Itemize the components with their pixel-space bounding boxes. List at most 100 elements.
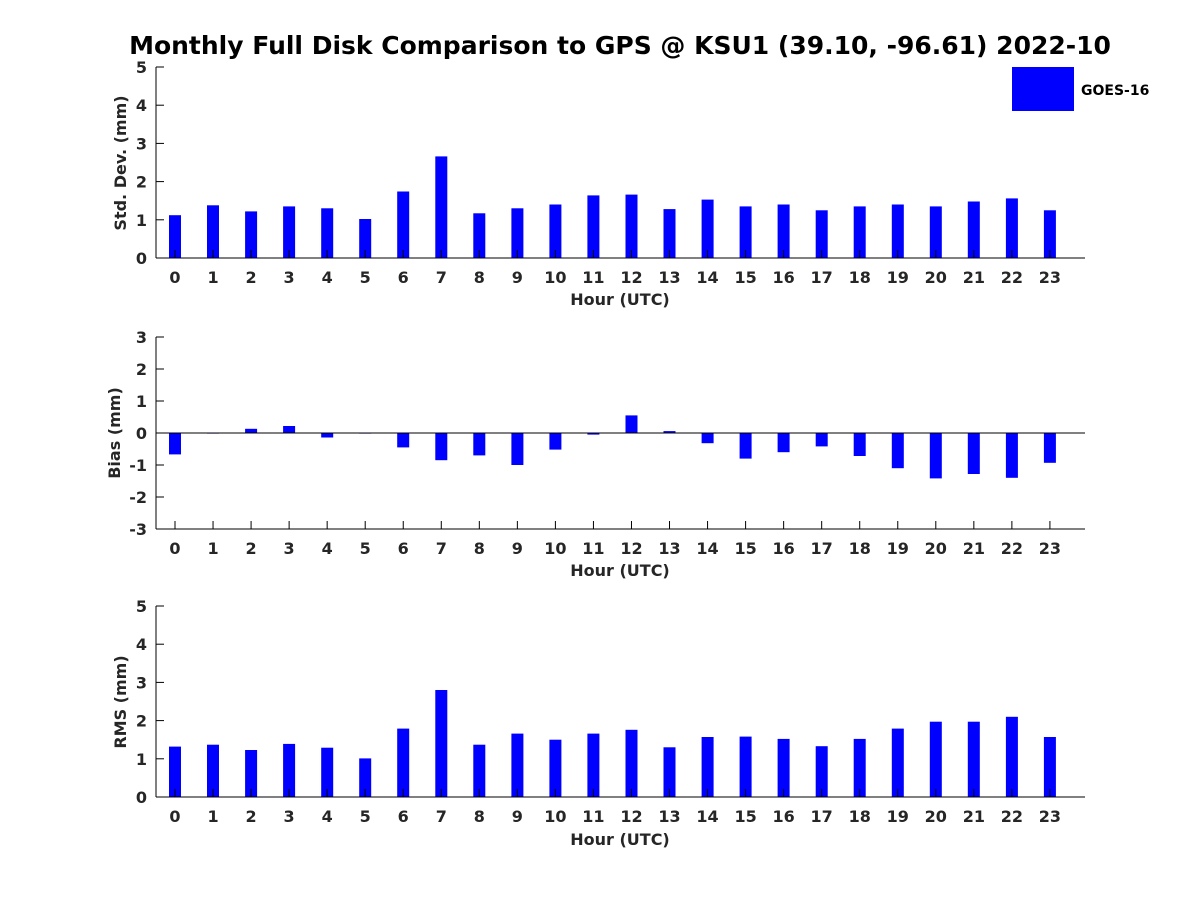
rms-ytick-0: 0 bbox=[136, 788, 147, 807]
bias-xtick-5: 5 bbox=[360, 539, 371, 558]
bias-bar-22 bbox=[1005, 433, 1018, 478]
rms-xtick-5: 5 bbox=[360, 807, 371, 826]
legend-label: GOES-16 bbox=[1081, 83, 1149, 99]
rms-xtick-9: 9 bbox=[512, 807, 523, 826]
rms-xlabel: Hour (UTC) bbox=[570, 830, 670, 849]
rms-bar-13 bbox=[663, 747, 676, 797]
std-dev-bar-4 bbox=[321, 208, 334, 258]
std-dev-ylabel: Std. Dev. (mm) bbox=[111, 95, 130, 230]
rms-ytick-3: 3 bbox=[136, 673, 147, 692]
rms-ytick-4: 4 bbox=[136, 635, 147, 654]
bias-xtick-4: 4 bbox=[322, 539, 333, 558]
rms-bar-16 bbox=[777, 738, 790, 797]
std-dev-xticks: 0 1 2 3 4 5 6 7 8 9 10 11 12 13 14 15 16 17 18 19 20 21 22 23 bbox=[169, 250, 1061, 287]
rms-ytick-5: 5 bbox=[136, 597, 147, 616]
std-dev-xtick-21: 21 bbox=[963, 268, 985, 287]
std-dev-ytick-2: 2 bbox=[136, 173, 147, 192]
bias-xtick-16: 16 bbox=[773, 539, 795, 558]
std-dev-bar-13 bbox=[663, 209, 676, 258]
std-dev-xtick-3: 3 bbox=[284, 268, 295, 287]
std-dev-bars bbox=[169, 156, 1056, 259]
std-dev-xlabel: Hour (UTC) bbox=[570, 290, 670, 309]
rms-xtick-10: 10 bbox=[544, 807, 566, 826]
rms-bar-20 bbox=[929, 721, 942, 797]
bias-ytick-3: 3 bbox=[136, 328, 147, 347]
std-dev-xtick-0: 0 bbox=[169, 268, 180, 287]
rms-xtick-15: 15 bbox=[734, 807, 756, 826]
bias-bar-21 bbox=[967, 433, 980, 474]
bias-bar-3 bbox=[283, 426, 296, 433]
bias-bar-19 bbox=[891, 433, 904, 469]
std-dev-bar-2 bbox=[245, 211, 258, 258]
rms-bar-14 bbox=[701, 737, 714, 797]
bias-ylabel: Bias (mm) bbox=[105, 387, 124, 479]
bias-xtick-6: 6 bbox=[398, 539, 409, 558]
std-dev-ytick-4: 4 bbox=[136, 96, 147, 115]
rms-yticks: 0 1 2 3 4 5 bbox=[136, 597, 164, 807]
std-dev-xtick-6: 6 bbox=[398, 268, 409, 287]
bias-bar-10 bbox=[549, 433, 562, 450]
std-dev-xtick-15: 15 bbox=[734, 268, 756, 287]
std-dev-bar-23 bbox=[1043, 210, 1056, 259]
rms-xtick-12: 12 bbox=[620, 807, 642, 826]
std-dev-xtick-18: 18 bbox=[849, 268, 871, 287]
std-dev-bar-9 bbox=[511, 208, 524, 258]
bias-ytick-1: 1 bbox=[136, 392, 147, 411]
rms-ylabel: RMS (mm) bbox=[111, 655, 130, 748]
std-dev-xtick-23: 23 bbox=[1039, 268, 1061, 287]
std-dev-bar-22 bbox=[1005, 198, 1018, 258]
rms-panel: RMS (mm) Hour (UTC) 0 1 2 3 4 5 6 7 8 9 10 11 12 13 14… bbox=[111, 597, 1085, 849]
bias-ytick--3: -3 bbox=[129, 520, 147, 539]
rms-bar-8 bbox=[473, 744, 486, 797]
bias-xtick-21: 21 bbox=[963, 539, 985, 558]
std-dev-xtick-7: 7 bbox=[436, 268, 447, 287]
std-dev-bar-12 bbox=[625, 194, 638, 258]
std-dev-ytick-5: 5 bbox=[136, 58, 147, 77]
bias-xtick-23: 23 bbox=[1039, 539, 1061, 558]
bias-bar-18 bbox=[853, 433, 866, 456]
bias-bar-20 bbox=[929, 433, 942, 479]
rms-bar-0 bbox=[169, 746, 181, 797]
bias-xtick-8: 8 bbox=[474, 539, 485, 558]
std-dev-bar-8 bbox=[473, 213, 486, 258]
bias-xtick-0: 0 bbox=[169, 539, 180, 558]
std-dev-ytick-3: 3 bbox=[136, 134, 147, 153]
std-dev-bar-21 bbox=[967, 201, 980, 258]
bias-xticks: 0 1 2 3 4 5 6 7 8 9 10 11 12 13 14 15 16 17 18 19 20 21 22 23 bbox=[169, 521, 1061, 558]
rms-bar-10 bbox=[549, 739, 562, 797]
std-dev-xtick-20: 20 bbox=[925, 268, 947, 287]
rms-xtick-4: 4 bbox=[322, 807, 333, 826]
rms-xtick-21: 21 bbox=[963, 807, 985, 826]
rms-bars bbox=[169, 690, 1056, 797]
bias-xtick-10: 10 bbox=[544, 539, 566, 558]
rms-bar-4 bbox=[321, 747, 334, 797]
std-dev-xtick-19: 19 bbox=[887, 268, 909, 287]
figure-title: Monthly Full Disk Comparison to GPS @ KS… bbox=[129, 31, 1111, 60]
rms-xtick-8: 8 bbox=[474, 807, 485, 826]
std-dev-bar-15 bbox=[739, 206, 752, 258]
bias-bar-2 bbox=[245, 428, 258, 433]
rms-ytick-1: 1 bbox=[136, 750, 147, 769]
std-dev-bar-3 bbox=[283, 206, 296, 258]
rms-xtick-1: 1 bbox=[207, 807, 218, 826]
rms-xtick-14: 14 bbox=[696, 807, 718, 826]
legend: GOES-16 bbox=[1012, 67, 1149, 111]
bias-xtick-20: 20 bbox=[925, 539, 947, 558]
rms-bar-5 bbox=[359, 758, 372, 797]
rms-bar-21 bbox=[967, 721, 980, 797]
std-dev-ytick-0: 0 bbox=[136, 249, 147, 268]
std-dev-bar-16 bbox=[777, 204, 790, 258]
std-dev-xtick-13: 13 bbox=[658, 268, 680, 287]
bias-ytick-0: 0 bbox=[136, 424, 147, 443]
rms-xtick-7: 7 bbox=[436, 807, 447, 826]
std-dev-bar-10 bbox=[549, 204, 562, 258]
bias-bar-7 bbox=[435, 433, 448, 461]
bias-bar-12 bbox=[625, 415, 638, 433]
std-dev-xtick-5: 5 bbox=[360, 268, 371, 287]
std-dev-xtick-22: 22 bbox=[1001, 268, 1023, 287]
rms-xtick-11: 11 bbox=[582, 807, 604, 826]
std-dev-bar-18 bbox=[853, 206, 866, 258]
bias-xtick-2: 2 bbox=[246, 539, 257, 558]
bias-bar-17 bbox=[815, 433, 828, 447]
rms-bar-15 bbox=[739, 736, 752, 797]
